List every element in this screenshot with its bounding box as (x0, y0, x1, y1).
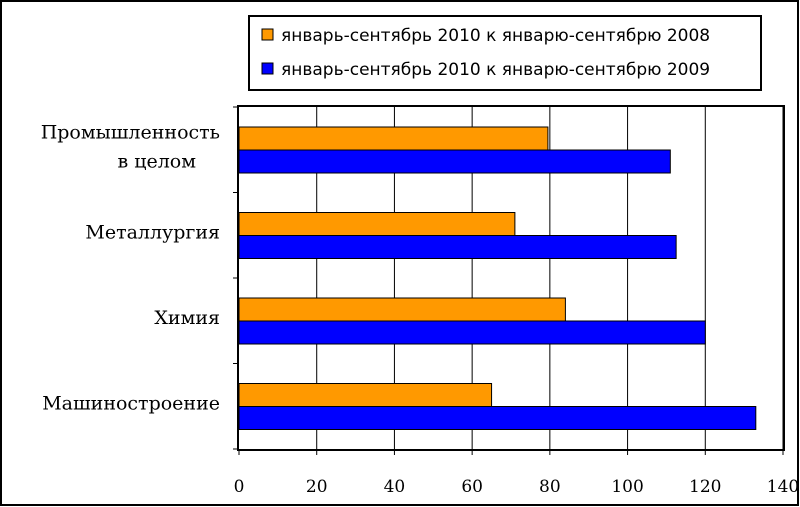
x-tick-label-20: 20 (306, 477, 328, 497)
x-tick-label-100: 100 (611, 477, 643, 497)
x-tick-label-120: 120 (689, 477, 721, 497)
bar-3-series-0 (238, 383, 493, 407)
axes: 0 20 40 60 80 100 120 140 (233, 106, 799, 497)
legend-label-1: январь-сентябрь 2010 к январю-сентябрю 2… (281, 60, 710, 80)
bar-0-series-0 (238, 126, 549, 151)
legend-swatch-0 (261, 28, 274, 41)
bar-2-series-1 (238, 320, 706, 345)
bar-1-series-1 (238, 235, 677, 259)
legend-box (248, 15, 762, 91)
bar-2-series-0 (238, 297, 566, 322)
category-label-3: Машиностроение (42, 392, 220, 414)
x-tick-label-0: 0 (234, 477, 245, 497)
legend-label-0: январь-сентябрь 2010 к январю-сентябрю 2… (281, 26, 710, 46)
category-label-0: Промышленность в целом (41, 121, 220, 172)
bar-1-series-0 (238, 212, 516, 236)
x-tick-label-80: 80 (539, 477, 561, 497)
category-labels: Промышленность в целом Металлургия Химия Маш… (41, 121, 220, 414)
x-tick-label-140: 140 (767, 477, 799, 497)
legend-swatch-1 (261, 62, 274, 75)
category-label-2: Химия (154, 307, 220, 329)
category-label-1: Металлургия (85, 221, 220, 243)
x-tick-label-60: 60 (461, 477, 483, 497)
x-tick-label-40: 40 (384, 477, 406, 497)
bar-3-series-1 (238, 406, 757, 430)
bars (238, 126, 757, 430)
legend: январь-сентябрь 2010 к январю-сентябрю 2… (248, 15, 762, 91)
bar-0-series-1 (238, 149, 671, 174)
